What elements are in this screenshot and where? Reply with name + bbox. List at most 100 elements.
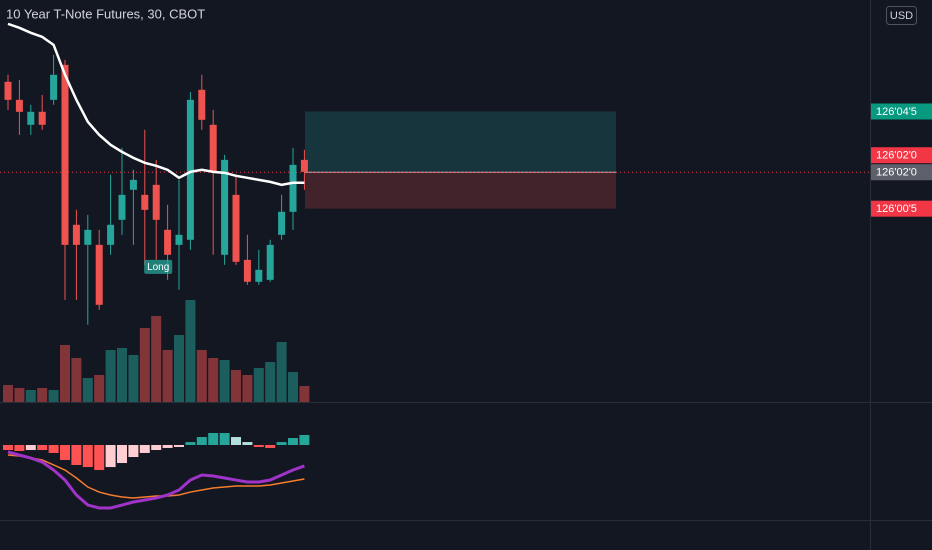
histogram-bar xyxy=(94,445,105,471)
histogram-bar xyxy=(48,445,59,453)
symbol-title: 10 Year T-Note Futures, 30, CBOT xyxy=(6,6,205,21)
price-label-box xyxy=(871,200,932,217)
currency[interactable]: USD xyxy=(890,10,913,22)
histogram-bar xyxy=(208,433,219,446)
histogram-bar xyxy=(3,445,13,451)
volume-bar xyxy=(162,350,173,402)
candle-body xyxy=(95,244,103,305)
histogram-bar xyxy=(105,445,116,468)
histogram-bar xyxy=(185,442,196,446)
currency-box[interactable] xyxy=(886,6,917,25)
candle-body xyxy=(266,244,274,280)
volume-bar xyxy=(82,378,93,402)
volume-bar xyxy=(276,342,287,402)
candle-body xyxy=(118,194,126,220)
volume-bar xyxy=(105,350,116,402)
histogram-bar xyxy=(253,445,264,447)
histogram-bar xyxy=(242,442,253,446)
volume-bar xyxy=(3,385,13,402)
candle-body xyxy=(175,234,183,245)
candle-body xyxy=(164,229,172,255)
candle-body xyxy=(221,159,229,255)
histogram-bar xyxy=(231,437,241,446)
volume-bar xyxy=(94,375,105,402)
price-label: 126'02'0 xyxy=(876,167,917,179)
histogram-bar xyxy=(71,445,82,465)
candle-body xyxy=(72,224,80,245)
histogram-bar xyxy=(60,445,70,460)
price-label-box xyxy=(871,164,932,181)
volume-bar xyxy=(71,358,82,402)
volume-bar xyxy=(253,368,264,402)
histogram-bar xyxy=(25,445,36,451)
histogram-bar xyxy=(276,442,287,446)
candle-body xyxy=(61,64,69,245)
volume-bar xyxy=(242,375,253,402)
price-label: 126'04'5 xyxy=(876,106,917,118)
volume-bar xyxy=(117,348,127,402)
volume-bar xyxy=(25,390,36,402)
candle-body xyxy=(300,159,308,172)
macd-line xyxy=(7,450,305,510)
volume-bar xyxy=(288,372,298,402)
histogram-bar xyxy=(117,445,127,464)
histogram-bar xyxy=(288,438,298,446)
volume-bar xyxy=(174,335,184,402)
volume-bar xyxy=(60,345,70,402)
volume-bar xyxy=(151,316,162,402)
candle-body xyxy=(15,99,23,112)
candle-body xyxy=(141,194,149,210)
histogram-bar xyxy=(162,445,173,448)
histogram-bar xyxy=(151,445,162,451)
candle-body xyxy=(278,211,286,235)
candle-body xyxy=(289,164,297,212)
volume-bar xyxy=(128,355,139,402)
candle-body xyxy=(107,224,115,245)
candle-body xyxy=(129,179,137,190)
histogram-bar xyxy=(174,445,184,447)
candle-body xyxy=(186,99,194,240)
price-label: 126'00'5 xyxy=(876,203,917,215)
volume-bar xyxy=(14,388,25,402)
annotation-box xyxy=(144,259,173,274)
candle-body xyxy=(243,259,251,282)
histogram-bar xyxy=(128,445,139,458)
plot: Long xyxy=(0,22,870,510)
annotation: Long xyxy=(147,262,169,273)
volume-bar xyxy=(265,362,276,402)
histogram-bar xyxy=(219,433,230,446)
volume-bar xyxy=(208,358,219,402)
volume-bar xyxy=(196,350,207,402)
volume-bar xyxy=(231,370,241,402)
candle-body xyxy=(4,81,12,100)
volume-bar xyxy=(219,360,230,402)
volume-bar xyxy=(37,388,48,402)
candle-body xyxy=(198,89,206,120)
signal-line xyxy=(7,454,305,499)
loss-zone xyxy=(305,172,616,209)
moving-average xyxy=(7,22,305,187)
price-label-box xyxy=(871,147,932,164)
price-label-box xyxy=(871,103,932,120)
candle-body xyxy=(209,124,217,172)
volume-bar xyxy=(139,328,150,402)
candle-body xyxy=(232,194,240,262)
candle-body xyxy=(27,111,35,125)
histogram-bar xyxy=(196,437,207,446)
volume-bar xyxy=(48,390,59,402)
histogram-bar xyxy=(37,445,48,451)
histogram-bar xyxy=(299,434,310,446)
profit-zone xyxy=(305,111,616,173)
candle-body xyxy=(38,111,46,125)
candle-body xyxy=(255,269,263,282)
histogram-bar xyxy=(82,445,93,468)
histogram-bar xyxy=(14,445,25,452)
volume-bar xyxy=(185,300,196,402)
price-label: 126'02'0 xyxy=(876,150,917,162)
axes: 126'04'5 126'02'0 126'02'0 126'00'5 xyxy=(871,103,932,217)
volume-bar xyxy=(299,386,310,402)
histogram-bar xyxy=(139,445,150,453)
